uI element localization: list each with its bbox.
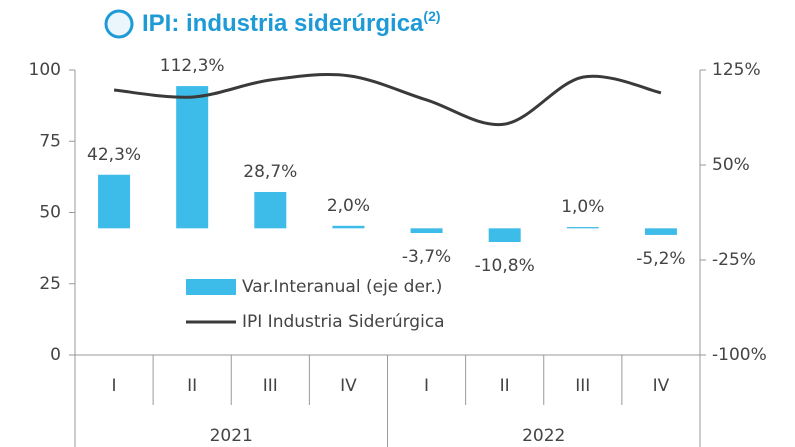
legend-label: Var.Interanual (eje der.)	[242, 277, 442, 297]
bar	[488, 228, 521, 243]
data-label: 1,0%	[561, 197, 604, 217]
title-icon	[104, 9, 134, 39]
chart-title: IPI: industria siderúrgica(2)	[142, 8, 441, 38]
x-tick-label: II	[500, 376, 510, 396]
y-tick-label: 50	[39, 203, 61, 223]
bar	[566, 227, 599, 229]
data-label: 42,3%	[87, 145, 141, 165]
title-text: IPI: industria siderúrgica	[142, 10, 424, 37]
y-tick-label: 25	[39, 274, 61, 294]
y-tick-label: 100	[29, 60, 61, 80]
data-label: 112,3%	[160, 56, 225, 76]
bar	[176, 86, 209, 229]
x-tick-label: III	[263, 376, 278, 396]
bar	[410, 228, 443, 234]
data-label: -3,7%	[402, 247, 451, 267]
title-note: (2)	[423, 8, 440, 24]
group-label: 2022	[522, 426, 565, 446]
data-label: -5,2%	[636, 249, 685, 269]
bar	[644, 228, 677, 235]
x-tick-label: I	[112, 376, 117, 396]
bar	[98, 174, 131, 229]
legend-label: IPI Industria Siderúrgica	[242, 312, 445, 332]
bar	[332, 225, 365, 229]
x-tick-label: IV	[340, 376, 357, 396]
y2-tick-label: 50%	[712, 155, 750, 175]
y-tick-label: 0	[50, 345, 61, 365]
y2-tick-label: 125%	[712, 60, 761, 80]
x-tick-label: I	[424, 376, 429, 396]
y2-tick-label: -100%	[712, 345, 767, 365]
y2-tick-label: -25%	[712, 250, 756, 270]
legend-swatch	[186, 279, 236, 295]
line	[113, 72, 662, 127]
data-label: 2,0%	[327, 196, 370, 216]
x-tick-label: II	[187, 376, 197, 396]
bar	[254, 191, 287, 229]
x-tick-label: III	[575, 376, 590, 396]
group-label: 2021	[210, 426, 253, 446]
data-label: 28,7%	[243, 162, 297, 182]
data-label: -10,8%	[475, 256, 535, 276]
y-tick-label: 75	[39, 131, 61, 151]
x-tick-label: IV	[653, 376, 670, 396]
